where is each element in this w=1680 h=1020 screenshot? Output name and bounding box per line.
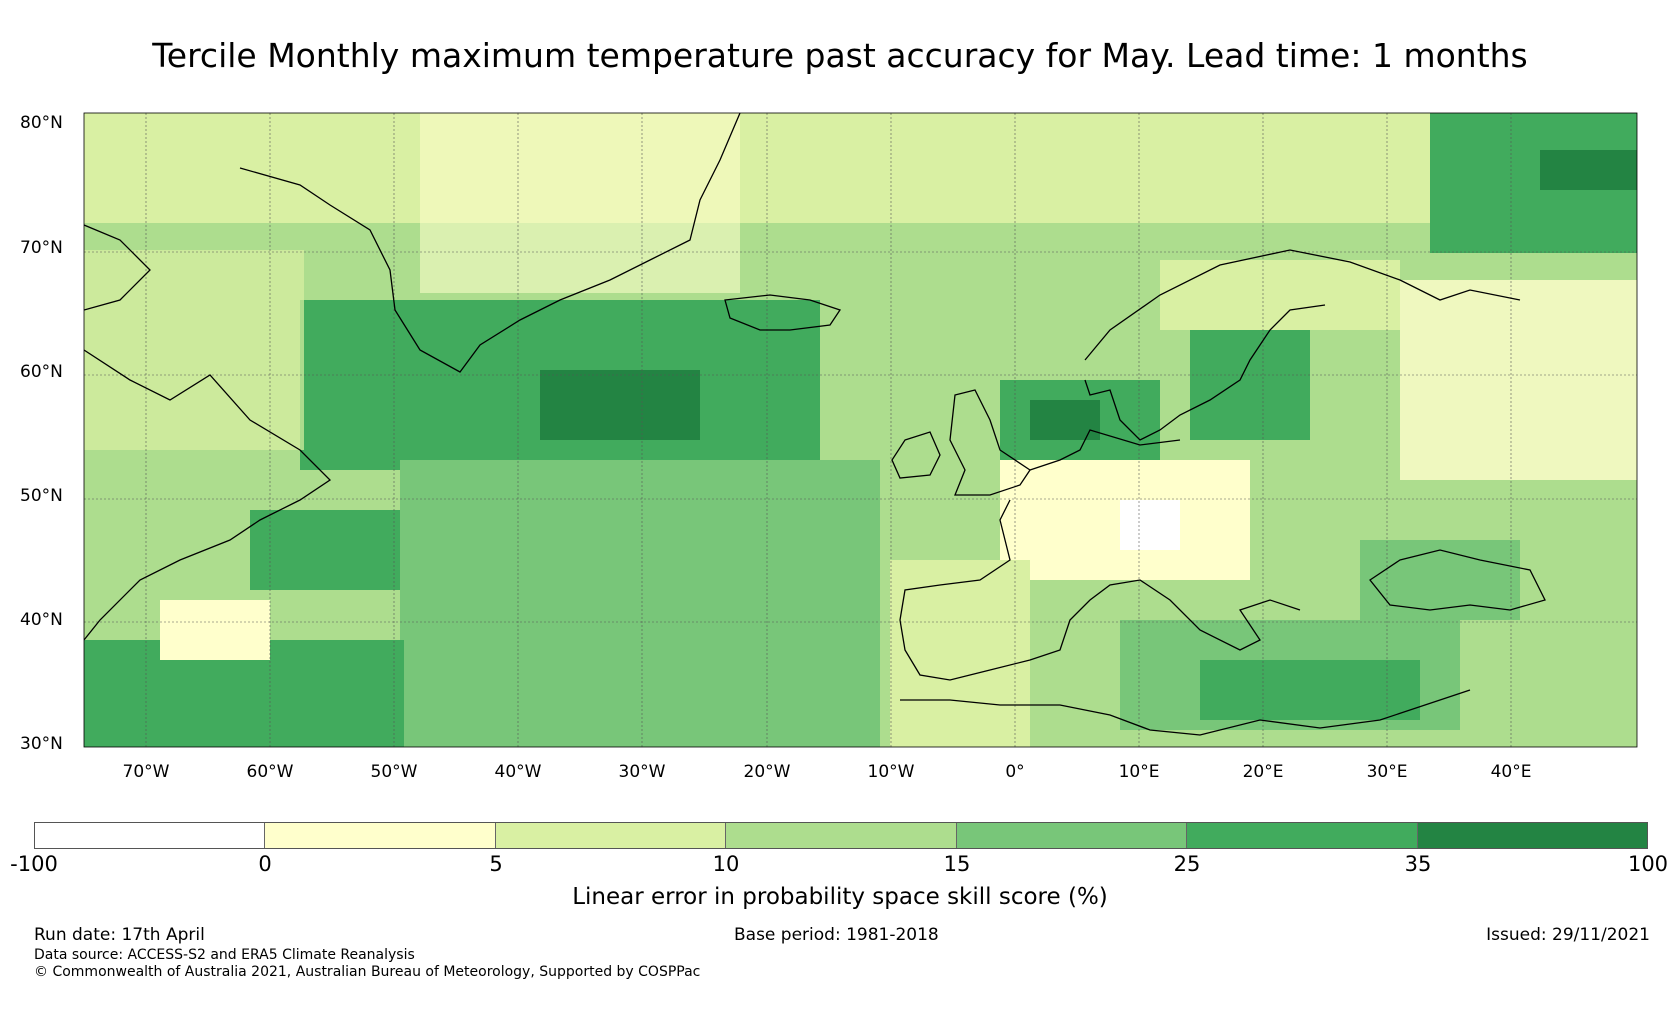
lon-label-40w: 40°W <box>494 762 542 782</box>
europe-west-coast <box>899 429 1301 681</box>
colorbar-tick: 100 <box>1627 852 1669 876</box>
lat-label-80n: 80°N <box>20 113 63 133</box>
colorbar-tick: 10 <box>712 852 740 876</box>
black-sea-coast <box>1369 549 1546 611</box>
lat-label-50n: 50°N <box>20 486 63 506</box>
chart-title: Tercile Monthly maximum temperature past… <box>152 36 1528 75</box>
scandinavia-coast <box>1084 249 1521 441</box>
skill-score-map <box>83 112 1638 748</box>
colorbar-tick: -100 <box>10 852 58 876</box>
graticule <box>84 113 1637 747</box>
lon-label-50w: 50°W <box>370 762 418 782</box>
coastlines <box>84 113 1546 736</box>
lon-label-70w: 70°W <box>122 762 170 782</box>
skill-regions <box>84 113 1637 747</box>
map-frame <box>83 112 1638 748</box>
colorbar-segment-1 <box>265 823 496 848</box>
lon-label-30w: 30°W <box>618 762 666 782</box>
colorbar <box>34 822 1648 849</box>
issued-date: Issued: 29/11/2021 <box>1486 925 1650 945</box>
lon-label-10w: 10°W <box>867 762 915 782</box>
lat-label-60n: 60°N <box>20 362 63 382</box>
run-date: Run date: 17th April <box>34 925 205 945</box>
lon-label-40e: 40°E <box>1490 762 1532 782</box>
colorbar-segment-5 <box>1187 823 1418 848</box>
iceland-coast <box>724 294 842 331</box>
lon-label-60w: 60°W <box>246 762 294 782</box>
lat-label-70n: 70°N <box>20 238 63 258</box>
lat-label-30n: 30°N <box>20 734 63 754</box>
base-period: Base period: 1981-2018 <box>734 925 939 945</box>
greenland-coast <box>239 113 741 373</box>
north-america-coast <box>84 224 332 641</box>
data-source: Data source: ACCESS-S2 and ERA5 Climate … <box>34 947 415 963</box>
colorbar-segment-4 <box>956 823 1188 848</box>
colorbar-tick: 25 <box>1173 852 1201 876</box>
colorbar-tick: 35 <box>1404 852 1432 876</box>
lon-label-20w: 20°W <box>743 762 791 782</box>
colorbar-tick: 5 <box>489 852 503 876</box>
copyright: © Commonwealth of Australia 2021, Austra… <box>34 964 701 980</box>
colorbar-tick: 0 <box>258 852 272 876</box>
colorbar-segment-3 <box>726 823 957 848</box>
colorbar-label: Linear error in probability space skill … <box>572 884 1108 910</box>
lon-label-10e: 10°E <box>1118 762 1160 782</box>
ireland-coast <box>891 431 941 479</box>
colorbar-tick: 15 <box>943 852 971 876</box>
colorbar-segment-2 <box>495 823 727 848</box>
lon-label-0: 0° <box>1005 762 1025 782</box>
lat-label-40n: 40°N <box>20 610 63 630</box>
lon-label-20e: 20°E <box>1242 762 1284 782</box>
lon-label-30e: 30°E <box>1366 762 1408 782</box>
colorbar-segment-0 <box>35 823 266 848</box>
north-africa-coast <box>900 689 1471 736</box>
colorbar-segment-6 <box>1417 823 1647 848</box>
britain-coast <box>949 389 1031 496</box>
